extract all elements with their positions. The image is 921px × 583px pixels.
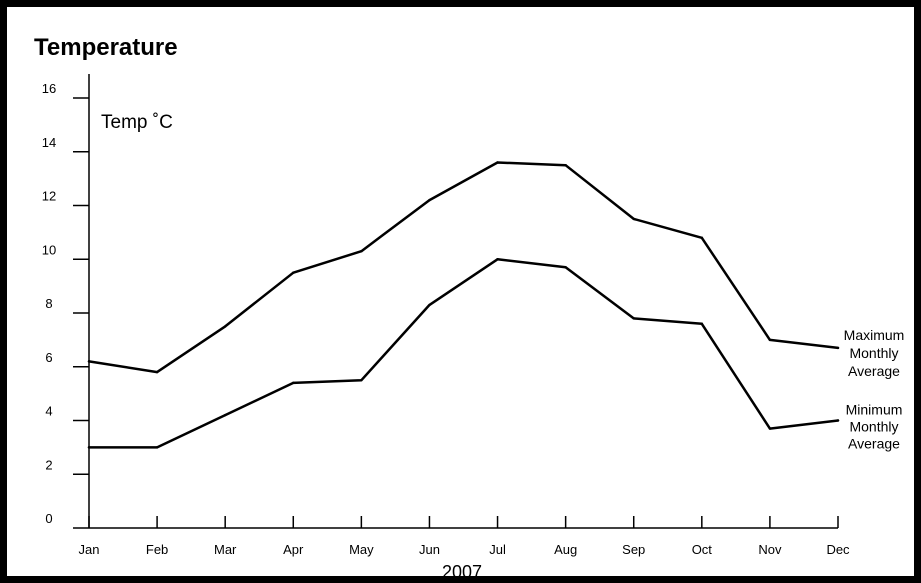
y-tick-label: 12 <box>42 189 56 204</box>
data-point <box>700 322 704 325</box>
data-point <box>768 338 772 342</box>
data-point <box>292 381 295 385</box>
x-tick-label: Oct <box>692 542 713 557</box>
data-point <box>360 249 363 253</box>
data-point <box>836 419 840 422</box>
y-tick-label: 0 <box>45 511 52 526</box>
data-point <box>632 317 635 320</box>
series-label-line: Average <box>848 436 900 452</box>
x-axis-ticks: Jan Feb Mar Apr May Jun Jul Aug Sep Oct Nov Dec <box>79 516 850 557</box>
x-tick-label: Jun <box>419 542 440 557</box>
x-tick-label: Apr <box>283 542 304 557</box>
data-point <box>155 446 159 449</box>
data-point <box>87 446 91 449</box>
data-point <box>564 163 567 167</box>
y-tick-label: 10 <box>42 242 56 257</box>
series-label-line: Monthly <box>849 345 898 361</box>
data-point <box>496 258 499 261</box>
data-point <box>223 413 227 417</box>
series-label-line: Minimum <box>846 402 903 418</box>
series-label-line: Monthly <box>849 419 898 435</box>
x-axis-label: 2007 <box>442 562 482 582</box>
y-axis-label: Temp ˚C <box>101 112 173 133</box>
y-axis-ticks: 0 2 4 6 8 10 12 14 16 <box>42 81 89 529</box>
data-point <box>155 370 159 374</box>
y-tick-label: 14 <box>42 135 56 150</box>
data-point <box>292 271 295 274</box>
data-point <box>223 325 227 328</box>
data-point <box>768 427 772 430</box>
y-tick-label: 16 <box>42 81 56 96</box>
x-tick-label: Feb <box>146 542 168 557</box>
x-tick-label: Jan <box>79 542 100 557</box>
x-tick-label: May <box>349 542 374 557</box>
x-tick-label: Aug <box>554 542 577 557</box>
x-tick-label: Nov <box>758 542 782 557</box>
x-tick-label: Sep <box>622 542 645 557</box>
series-line-maximum <box>87 161 840 374</box>
data-point <box>87 360 91 363</box>
x-tick-label: Mar <box>214 542 237 557</box>
series-lines <box>87 161 840 449</box>
y-tick-label: 2 <box>45 457 52 472</box>
data-point <box>360 378 363 382</box>
data-point <box>496 161 499 164</box>
y-tick-label: 4 <box>45 404 52 419</box>
series-label-line: Average <box>848 363 900 379</box>
y-tick-label: 6 <box>45 350 52 365</box>
chart-title: Temperature <box>34 34 178 61</box>
data-point <box>632 217 635 221</box>
x-tick-label: Dec <box>826 542 850 557</box>
series-label-line: Maximum <box>844 327 905 343</box>
data-point <box>428 303 431 307</box>
y-tick-label: 8 <box>45 296 52 311</box>
series-line-minimum <box>87 258 840 449</box>
data-point <box>564 266 567 269</box>
series-labels: MaximumMonthlyAverageMinimumMonthlyAvera… <box>844 327 905 452</box>
x-tick-label: Jul <box>489 542 506 557</box>
data-point <box>836 346 840 350</box>
data-point <box>700 236 704 239</box>
data-point <box>428 198 431 202</box>
